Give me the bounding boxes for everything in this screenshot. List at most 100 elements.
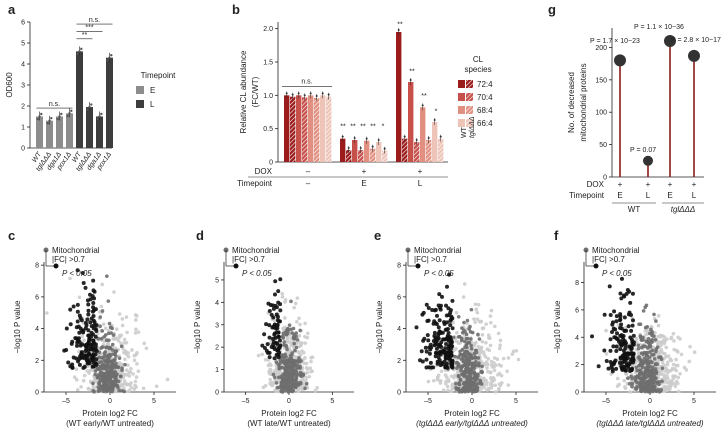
data-point bbox=[165, 377, 170, 382]
data-point bbox=[440, 362, 445, 367]
data-point bbox=[450, 326, 455, 331]
data-point bbox=[271, 372, 276, 377]
data-point bbox=[272, 356, 277, 361]
data-point bbox=[646, 344, 651, 349]
data-point bbox=[445, 284, 450, 289]
replicate-point bbox=[415, 139, 418, 141]
data-point bbox=[454, 360, 459, 365]
data-point bbox=[290, 362, 294, 367]
x-tick-label: 5 bbox=[514, 398, 518, 405]
data-point bbox=[639, 338, 644, 342]
data-point bbox=[75, 388, 80, 392]
legend-label: P < 0.05 bbox=[424, 269, 454, 278]
data-point bbox=[604, 328, 608, 333]
data-point bbox=[133, 331, 138, 335]
data-point bbox=[447, 272, 452, 277]
data-point bbox=[93, 334, 98, 339]
data-point bbox=[77, 295, 82, 300]
dox-value: – bbox=[306, 167, 311, 176]
data-point bbox=[640, 371, 645, 376]
data-point bbox=[86, 308, 91, 313]
data-point bbox=[101, 367, 106, 371]
data-point bbox=[643, 325, 648, 330]
data-point bbox=[610, 330, 615, 335]
y-tick-label: 100 bbox=[595, 110, 607, 117]
data-point bbox=[664, 354, 668, 359]
data-point bbox=[501, 356, 506, 361]
data-point bbox=[615, 384, 620, 389]
data-point bbox=[660, 379, 664, 384]
data-point bbox=[260, 352, 265, 357]
data-point bbox=[431, 378, 436, 383]
y-tick-label: 3 bbox=[21, 83, 25, 90]
panel-g: 0 50 100 150 200 No. of decreased mitochondria… bbox=[567, 24, 721, 214]
data-point bbox=[120, 382, 125, 386]
data-point bbox=[285, 347, 289, 352]
legend-label: 70:4 bbox=[477, 93, 493, 102]
legend-label: L bbox=[150, 100, 155, 109]
data-point bbox=[114, 327, 119, 331]
data-point bbox=[671, 376, 676, 381]
data-point bbox=[85, 298, 90, 303]
data-point bbox=[91, 341, 96, 346]
p-value-label: P = 1.7 × 10−23 bbox=[590, 38, 640, 45]
data-point bbox=[669, 336, 673, 341]
data-point bbox=[664, 366, 668, 371]
bar-70:4-wt bbox=[408, 82, 414, 162]
data-point bbox=[623, 343, 628, 348]
data-point bbox=[628, 300, 633, 305]
data-point bbox=[627, 382, 632, 386]
bar-70:4-tgl bbox=[358, 150, 364, 162]
replicate-point bbox=[56, 117, 59, 121]
data-point bbox=[624, 328, 629, 333]
lollipop-point bbox=[664, 34, 676, 47]
data-point bbox=[80, 342, 85, 347]
data-point bbox=[631, 351, 636, 356]
data-point bbox=[456, 363, 461, 368]
data-point bbox=[642, 375, 646, 380]
data-point bbox=[425, 318, 430, 323]
data-point bbox=[650, 333, 654, 338]
data-point bbox=[654, 319, 658, 323]
x-tick-label: 0 bbox=[470, 398, 474, 405]
replicate-point bbox=[377, 139, 380, 141]
data-point bbox=[111, 336, 115, 341]
data-point bbox=[424, 349, 429, 354]
data-point bbox=[435, 376, 440, 381]
x-tick-label: 5 bbox=[692, 398, 696, 405]
y-tick-label: 50 bbox=[599, 142, 607, 149]
data-point bbox=[498, 343, 502, 348]
data-point bbox=[496, 331, 501, 336]
data-point bbox=[285, 363, 290, 368]
data-point bbox=[99, 304, 104, 309]
x-axis-label: Protein log2 FC bbox=[622, 409, 678, 418]
data-point bbox=[657, 355, 661, 360]
data-point bbox=[672, 339, 676, 343]
data-point bbox=[660, 360, 665, 365]
data-point bbox=[445, 384, 450, 389]
data-point bbox=[106, 299, 111, 303]
y-axis-label: No. of decreased bbox=[567, 72, 576, 133]
data-point bbox=[438, 342, 443, 347]
data-point bbox=[439, 369, 444, 374]
replicate-point bbox=[98, 115, 101, 118]
legend-label: 66:4 bbox=[477, 119, 493, 128]
x-axis-label: (tglΔΔΔ late/tglΔΔΔ untreated) bbox=[596, 419, 704, 428]
data-point bbox=[476, 374, 480, 378]
replicate-point bbox=[409, 79, 412, 81]
significance-label: ** bbox=[409, 68, 415, 75]
data-point bbox=[278, 361, 283, 366]
replicate-point bbox=[359, 147, 362, 149]
data-point bbox=[297, 316, 301, 321]
data-point bbox=[473, 302, 478, 307]
bar-dga1Δ bbox=[56, 116, 63, 148]
data-point bbox=[610, 320, 615, 325]
bar-70:4-tgl bbox=[414, 142, 420, 162]
data-point bbox=[426, 338, 431, 343]
data-point bbox=[472, 386, 476, 391]
bar-pox1Δ bbox=[66, 113, 73, 148]
data-point bbox=[302, 350, 306, 355]
data-point bbox=[641, 382, 646, 387]
data-point bbox=[492, 368, 497, 373]
data-point bbox=[463, 374, 468, 378]
